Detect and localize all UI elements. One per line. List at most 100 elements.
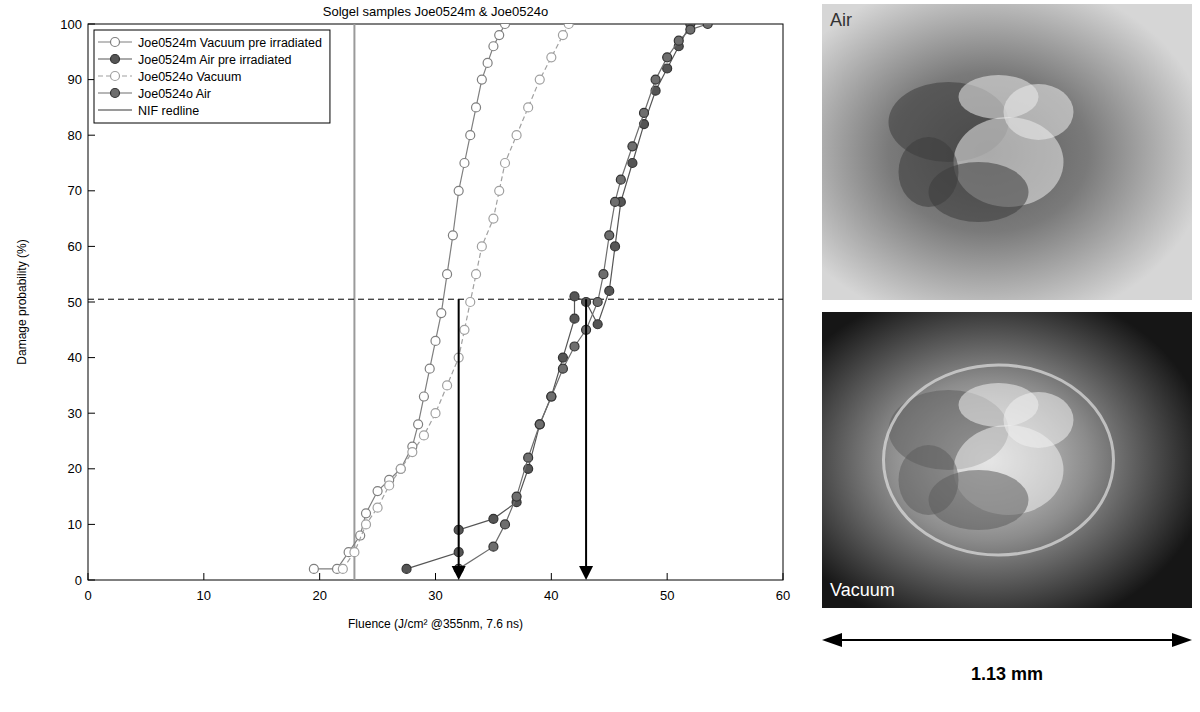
data-point <box>651 75 660 84</box>
y-tick-label: 0 <box>75 573 82 588</box>
data-point <box>454 186 463 195</box>
y-tick <box>88 246 95 247</box>
x-tick <box>667 573 668 580</box>
scale-arrow <box>1172 633 1192 647</box>
data-point <box>512 492 521 501</box>
data-point <box>501 159 510 168</box>
data-point <box>570 314 579 323</box>
data-point <box>547 392 556 401</box>
arrow <box>585 299 587 566</box>
series-line <box>407 24 691 569</box>
crater-texture <box>899 445 959 515</box>
y-tick-label: 30 <box>68 406 82 421</box>
data-point <box>570 342 579 351</box>
data-point <box>628 142 637 151</box>
data-point <box>535 420 544 429</box>
data-point <box>466 298 475 307</box>
crater-texture <box>899 137 959 207</box>
x-tick-label: 60 <box>776 588 790 603</box>
data-point <box>524 453 533 462</box>
y-tick-label: 100 <box>60 17 82 32</box>
data-point <box>611 197 620 206</box>
legend-label: Joe0524m Air pre irradiated <box>138 53 292 67</box>
micrograph-image <box>822 312 1192 608</box>
y-tick <box>88 357 95 358</box>
data-point <box>501 24 510 29</box>
data-point <box>558 353 567 362</box>
x-tick-label: 10 <box>197 588 211 603</box>
data-point <box>489 214 498 223</box>
data-point <box>593 298 602 307</box>
y-tick-label: 70 <box>68 183 82 198</box>
data-point <box>338 564 347 573</box>
scale-bar: 1.13 mm <box>822 633 1192 684</box>
data-point <box>309 564 318 573</box>
scale-arrow <box>822 633 842 647</box>
data-point <box>396 464 405 473</box>
x-tick <box>551 573 552 580</box>
y-tick <box>88 302 95 303</box>
data-point <box>437 309 446 318</box>
y-tick <box>88 190 95 191</box>
data-point <box>599 270 608 279</box>
micrograph-label: Air <box>830 10 852 30</box>
micrograph: Air <box>822 4 1192 300</box>
x-tick-label: 0 <box>84 588 91 603</box>
data-point <box>628 159 637 168</box>
scale-label: 1.13 mm <box>971 664 1043 684</box>
series-line <box>314 24 505 569</box>
data-point <box>489 42 498 51</box>
legend-label: Joe0524o Air <box>138 87 211 101</box>
y-axis-title: Damage probability (%) <box>15 239 29 364</box>
micrograph-label: Vacuum <box>830 580 895 600</box>
y-tick <box>88 24 95 25</box>
data-point <box>512 131 521 140</box>
data-point <box>535 75 544 84</box>
data-point <box>547 53 556 62</box>
data-point <box>362 520 371 529</box>
data-point <box>396 464 405 473</box>
y-tick <box>88 135 95 136</box>
data-point <box>408 448 417 457</box>
legend-marker <box>111 55 120 64</box>
data-point <box>495 31 504 40</box>
data-point <box>402 564 411 573</box>
data-point <box>605 286 614 295</box>
x-tick <box>88 573 89 580</box>
legend-label: Joe0524o Vacuum <box>138 70 241 84</box>
crater-rim <box>884 365 1114 555</box>
y-tick-label: 10 <box>68 517 82 532</box>
data-point <box>460 159 469 168</box>
data-point <box>460 325 469 334</box>
data-point <box>362 509 371 518</box>
y-tick-label: 80 <box>68 128 82 143</box>
data-point <box>611 242 620 251</box>
x-tick-label: 50 <box>660 588 674 603</box>
data-point <box>448 231 457 240</box>
x-tick-label: 20 <box>312 588 326 603</box>
legend-label: NIF redline <box>138 104 199 118</box>
micrograph-image <box>822 4 1192 300</box>
x-tick <box>435 573 436 580</box>
plot-frame <box>88 24 783 580</box>
data-point <box>472 270 481 279</box>
legend-label: Joe0524m Vacuum pre irradiated <box>138 36 322 50</box>
data-point <box>466 131 475 140</box>
legend: Joe0524m Vacuum pre irradiated Joe0524m A… <box>94 30 330 123</box>
title: Solgel samples Joe0524m & Joe0524o <box>323 4 548 19</box>
data-point <box>414 420 423 429</box>
y-tick <box>88 524 95 525</box>
data-point <box>558 364 567 373</box>
series-line <box>343 24 569 569</box>
data-point <box>373 487 382 496</box>
data-point <box>483 58 492 67</box>
data-point <box>385 481 394 490</box>
data-point <box>605 231 614 240</box>
data-point <box>489 514 498 523</box>
y-tick <box>88 580 95 581</box>
data-point <box>570 292 579 301</box>
data-point <box>663 53 672 62</box>
legend-marker <box>111 89 120 98</box>
data-point <box>674 36 683 45</box>
data-point <box>477 242 486 251</box>
